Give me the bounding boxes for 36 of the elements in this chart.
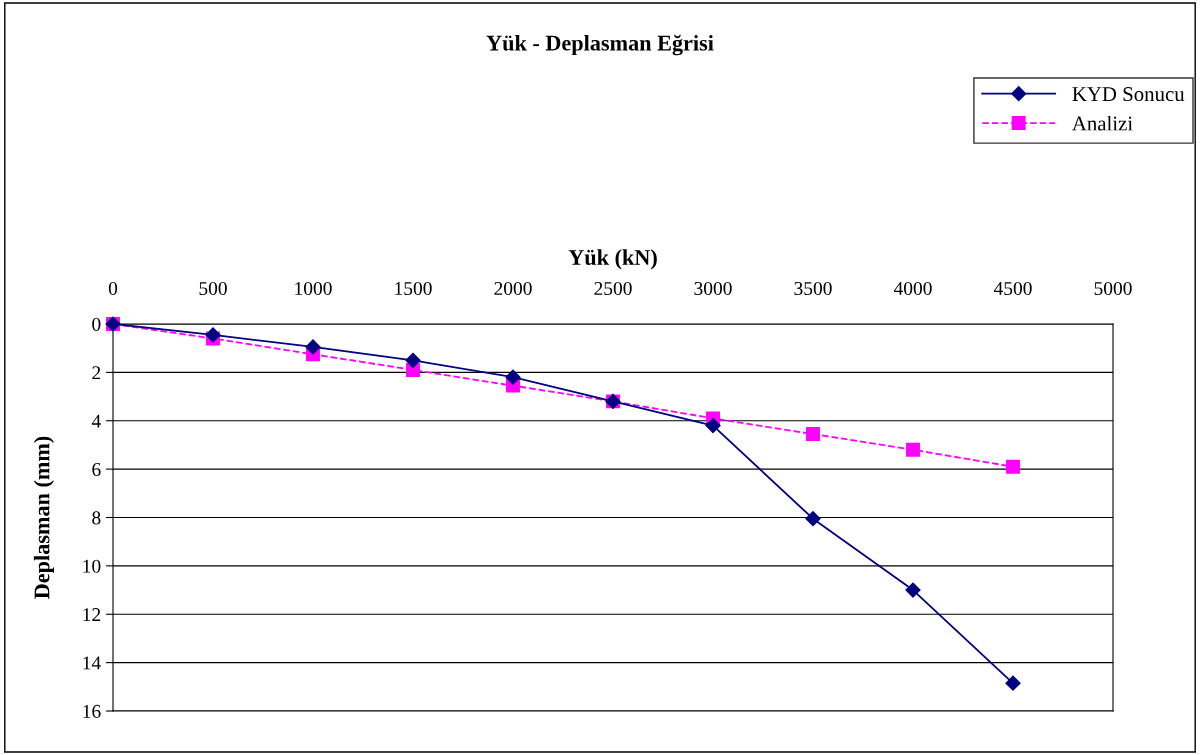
- legend-label: Analizi: [1072, 115, 1133, 131]
- point: [405, 352, 421, 368]
- x-tick-label: 4500: [993, 281, 1032, 296]
- x-tick-label: 4000: [893, 281, 932, 296]
- y-tick-label: 0: [92, 317, 101, 331]
- y-tick-label: 2: [92, 366, 101, 380]
- x-tick-label: 2500: [594, 281, 632, 296]
- point: [705, 418, 721, 434]
- x-axis-title: Yük (kN): [568, 249, 657, 270]
- chart-title: Yük - Deplasman Eğrisi: [486, 34, 714, 56]
- legend-label: KYD Sonucu: [1072, 87, 1185, 102]
- point: [806, 427, 820, 441]
- y-tick-label: 14: [83, 656, 101, 670]
- y-tick-label: 8: [92, 511, 101, 525]
- x-tick-label: 500: [199, 281, 227, 296]
- x-tick-label: 1000: [295, 281, 332, 296]
- point: [1006, 459, 1020, 474]
- point: [1005, 675, 1021, 691]
- point: [205, 327, 221, 343]
- x-tick-label: 3500: [794, 281, 832, 296]
- y-tick-label: 6: [92, 463, 101, 477]
- x-tick-label: 0: [108, 281, 118, 296]
- x-tick-label: 5000: [1094, 281, 1132, 296]
- x-tick-label: 3000: [694, 281, 732, 296]
- point: [305, 339, 321, 355]
- point: [905, 582, 921, 598]
- x-tick-label: 1500: [395, 281, 432, 296]
- y-tick-label: 4: [91, 414, 101, 428]
- y-tick-label: 16: [83, 704, 101, 718]
- x-tick-label: 2000: [494, 281, 532, 296]
- y-tick-label: 10: [83, 559, 101, 573]
- point: [805, 511, 821, 527]
- point: [505, 369, 521, 385]
- point: [906, 442, 920, 457]
- y-tick-label: 12: [83, 608, 101, 621]
- y-axis-title: Deplasman (mm): [33, 436, 54, 599]
